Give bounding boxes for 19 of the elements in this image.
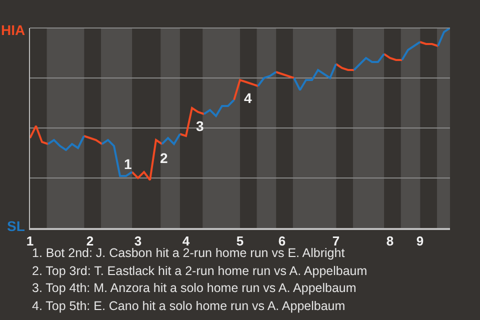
text: 3. Top 4th: M. Anzora hit a solo home run vs A. Appelbaum	[32, 281, 356, 295]
annotation: 2	[160, 150, 168, 166]
x-tick-label: 2	[86, 234, 94, 249]
x-tick-label: 3	[134, 234, 142, 249]
text: 2. Top 3rd: T. Eastlack hit a 2-run home run vs A. Appelbaum	[32, 264, 368, 278]
x-tick-label: 8	[386, 234, 394, 249]
text: HIA	[1, 22, 26, 38]
x-tick-label: 1	[26, 234, 34, 249]
annotation: 4	[244, 90, 252, 106]
x-tick-label: 9	[416, 234, 424, 249]
text: SL	[7, 218, 26, 234]
x-tick-label: 6	[278, 234, 286, 249]
annotation: 1	[124, 156, 132, 172]
x-tick-label: 4	[182, 234, 190, 249]
x-tick-label: 5	[236, 234, 244, 249]
x-tick-label: 7	[332, 234, 340, 249]
text: 4. Top 5th: E. Cano hit a solo home run vs A. Appelbaum	[32, 299, 346, 313]
text: 1. Bot 2nd: J. Casbon hit a 2-run home run vs E. Albright	[32, 246, 346, 260]
annotation: 3	[196, 118, 204, 134]
